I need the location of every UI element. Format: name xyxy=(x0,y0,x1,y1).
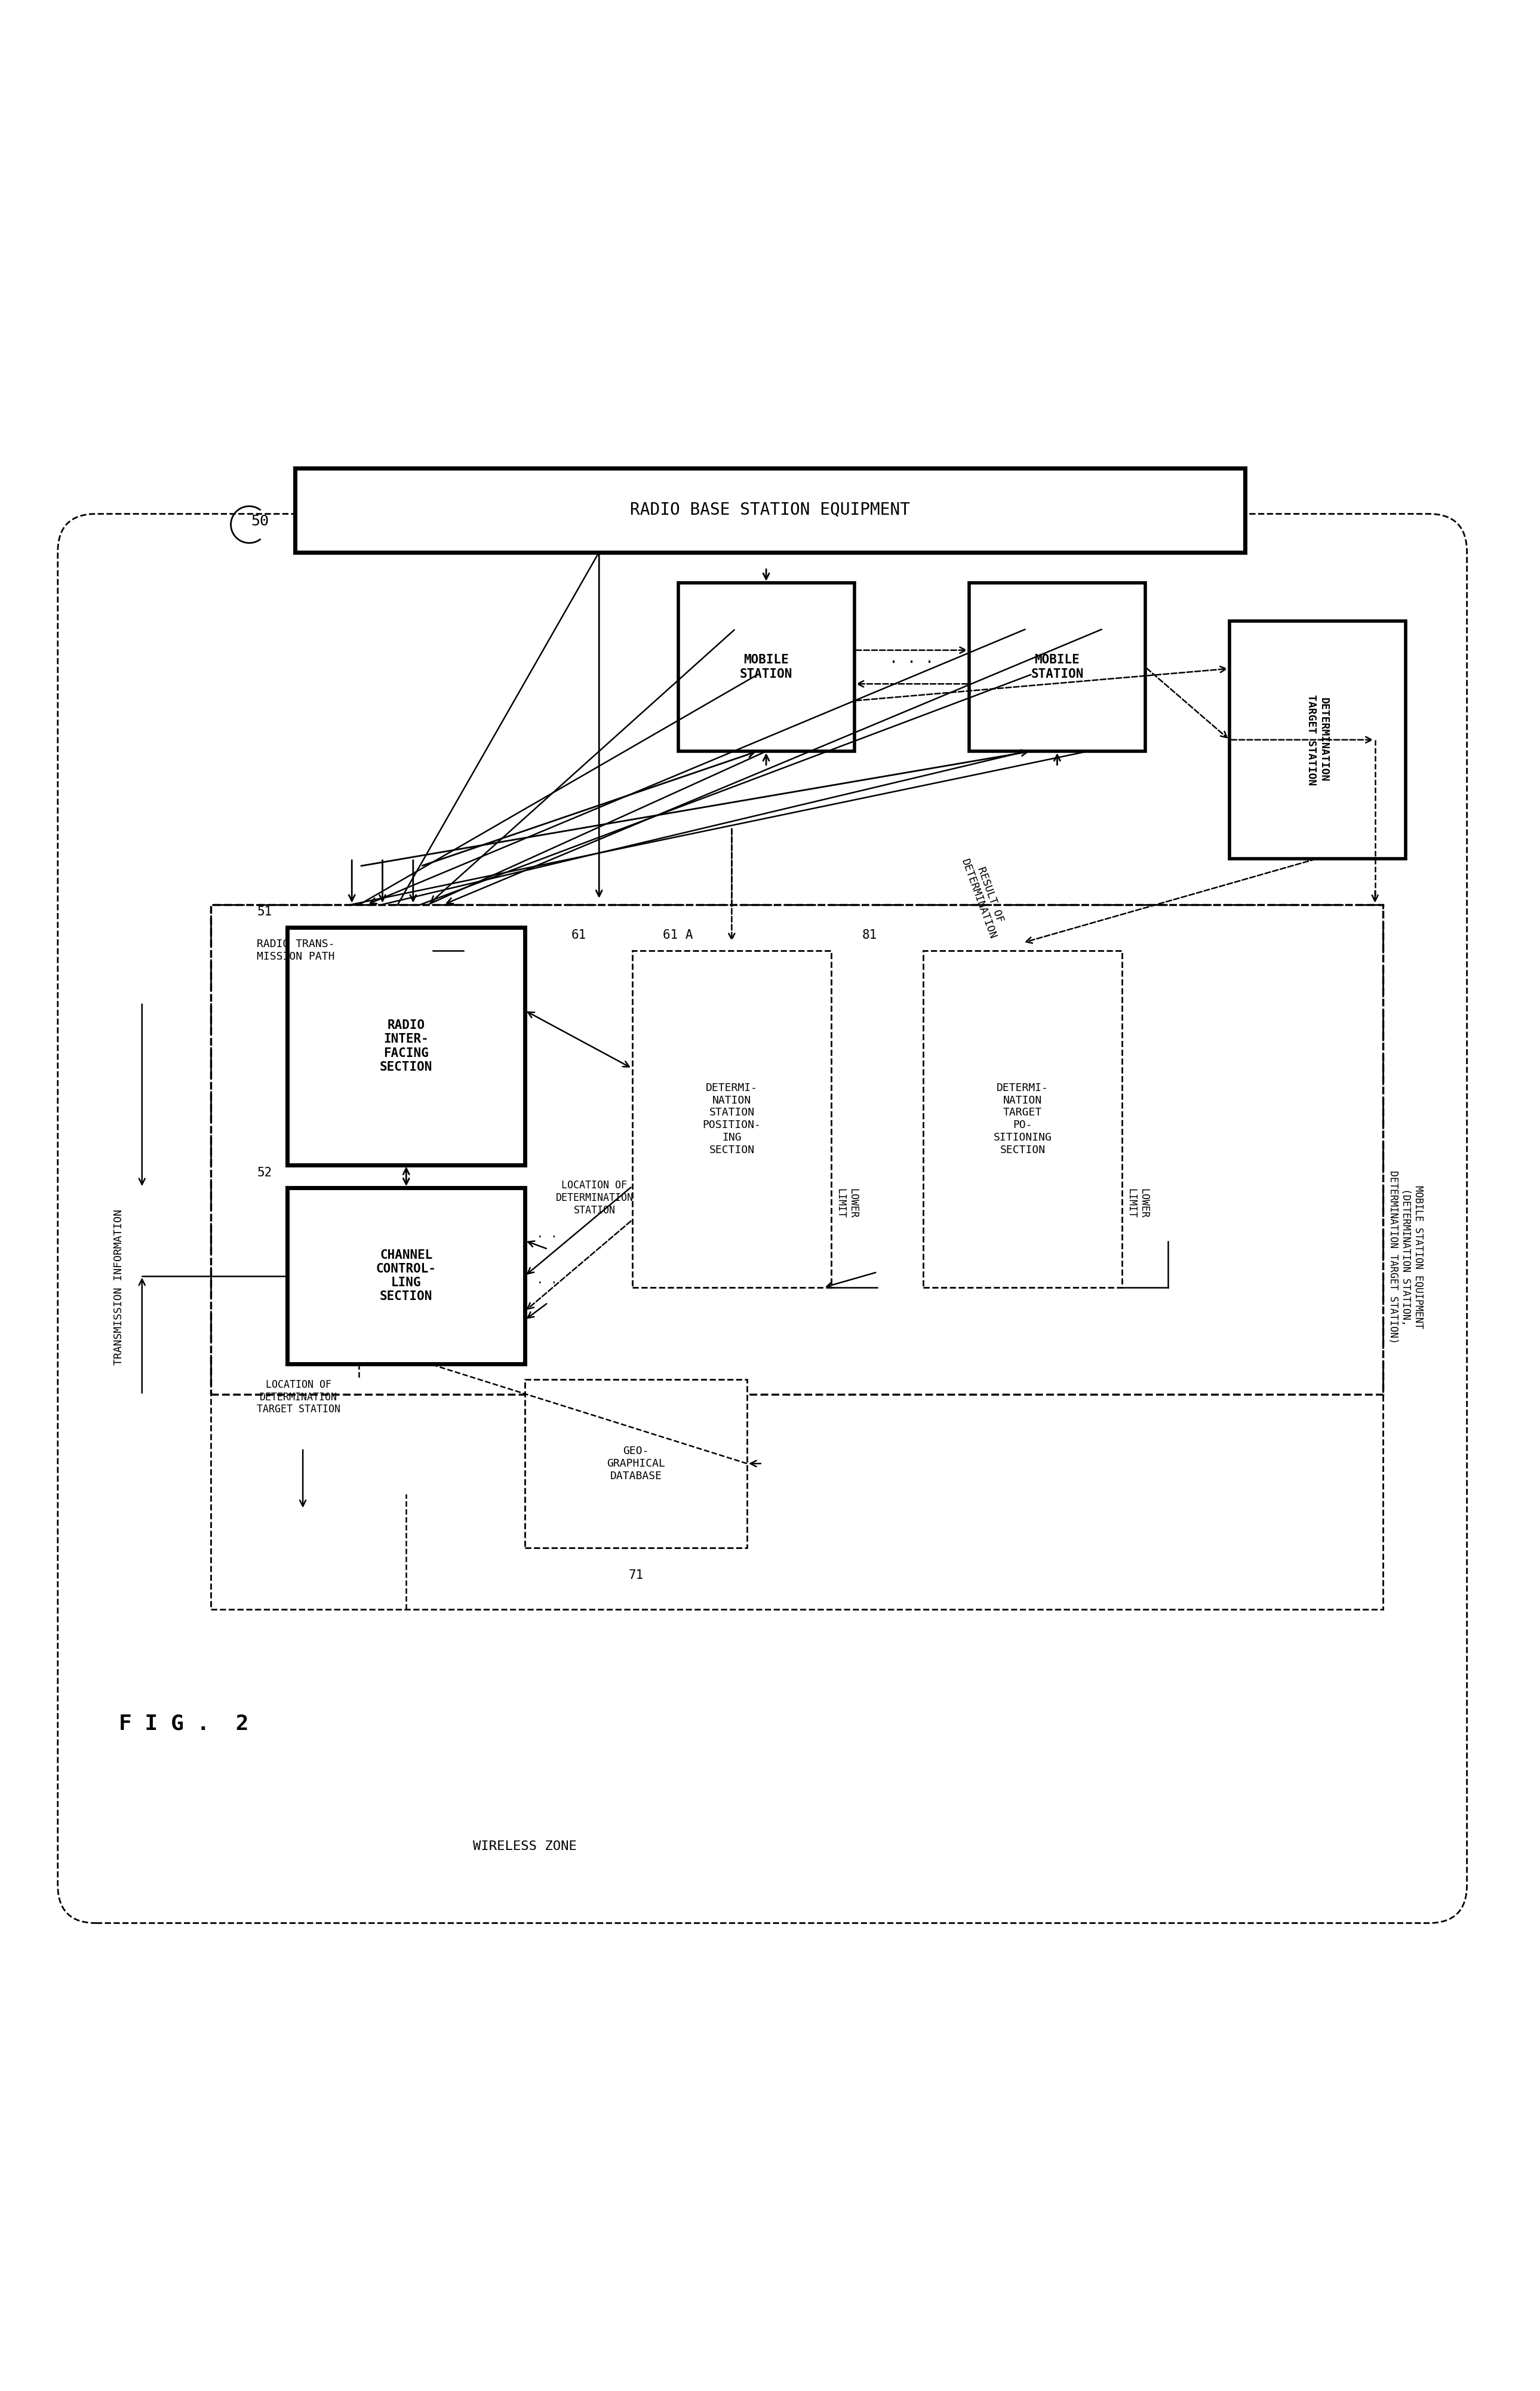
Text: DETERMI-
NATION
STATION
POSITION-
ING
SECTION: DETERMI- NATION STATION POSITION- ING SE… xyxy=(702,1083,761,1155)
Text: CHANNEL
CONTROL-
LING
SECTION: CHANNEL CONTROL- LING SECTION xyxy=(376,1248,436,1303)
Text: 51: 51 xyxy=(257,906,273,918)
Text: MOBILE
STATION: MOBILE STATION xyxy=(739,655,793,679)
Text: LOWER
LIMIT: LOWER LIMIT xyxy=(1126,1188,1149,1217)
Bar xyxy=(288,1188,525,1363)
Text: MOBILE
STATION: MOBILE STATION xyxy=(1030,655,1084,679)
FancyBboxPatch shape xyxy=(59,514,1468,1922)
Text: RESULT OF
DETERMINATION: RESULT OF DETERMINATION xyxy=(959,854,1010,940)
Text: 52: 52 xyxy=(257,1167,273,1179)
Text: 81: 81 xyxy=(862,930,878,942)
Text: . . .: . . . xyxy=(522,1229,557,1239)
Bar xyxy=(922,949,1123,1286)
Bar xyxy=(678,583,855,751)
Text: RADIO
INTER-
FACING
SECTION: RADIO INTER- FACING SECTION xyxy=(380,1019,433,1074)
Text: RADIO BASE STATION EQUIPMENT: RADIO BASE STATION EQUIPMENT xyxy=(630,502,910,519)
Bar xyxy=(969,583,1146,751)
Text: RADIO TRANS-
MISSION PATH: RADIO TRANS- MISSION PATH xyxy=(257,940,334,961)
Bar xyxy=(211,904,1383,1394)
Text: DETERMINATION
TARGET STATION: DETERMINATION TARGET STATION xyxy=(1306,693,1329,784)
Text: 50: 50 xyxy=(251,514,270,528)
Text: F I G .  2: F I G . 2 xyxy=(119,1714,249,1733)
Text: LOCATION OF
DETERMINATION
STATION: LOCATION OF DETERMINATION STATION xyxy=(556,1181,633,1215)
Text: 61 A: 61 A xyxy=(662,930,693,942)
Bar xyxy=(1229,622,1406,858)
Text: TRANSMISSION INFORMATION: TRANSMISSION INFORMATION xyxy=(114,1210,125,1365)
Bar xyxy=(211,904,1383,1609)
Bar xyxy=(631,949,832,1286)
Bar xyxy=(288,928,525,1164)
Bar xyxy=(525,1380,747,1547)
Text: . . .: . . . xyxy=(522,1274,557,1286)
Text: GEO-
GRAPHICAL
DATABASE: GEO- GRAPHICAL DATABASE xyxy=(607,1447,665,1482)
Text: 71: 71 xyxy=(628,1568,644,1580)
Text: LOCATION OF
DETERMINATION
TARGET STATION: LOCATION OF DETERMINATION TARGET STATION xyxy=(257,1380,340,1415)
Text: LOWER
LIMIT: LOWER LIMIT xyxy=(835,1188,858,1217)
Text: 61: 61 xyxy=(571,930,587,942)
Text: MOBILE STATION EQUIPMENT
(DETERMINATION STATION,
DETERMINATION TARGET STATION): MOBILE STATION EQUIPMENT (DETERMINATION … xyxy=(1388,1169,1423,1344)
Text: WIRELESS ZONE: WIRELESS ZONE xyxy=(473,1841,578,1853)
Bar xyxy=(296,469,1244,552)
Text: . . .: . . . xyxy=(889,650,935,665)
Text: DETERMI-
NATION
TARGET
PO-
SITIONING
SECTION: DETERMI- NATION TARGET PO- SITIONING SEC… xyxy=(993,1083,1052,1155)
